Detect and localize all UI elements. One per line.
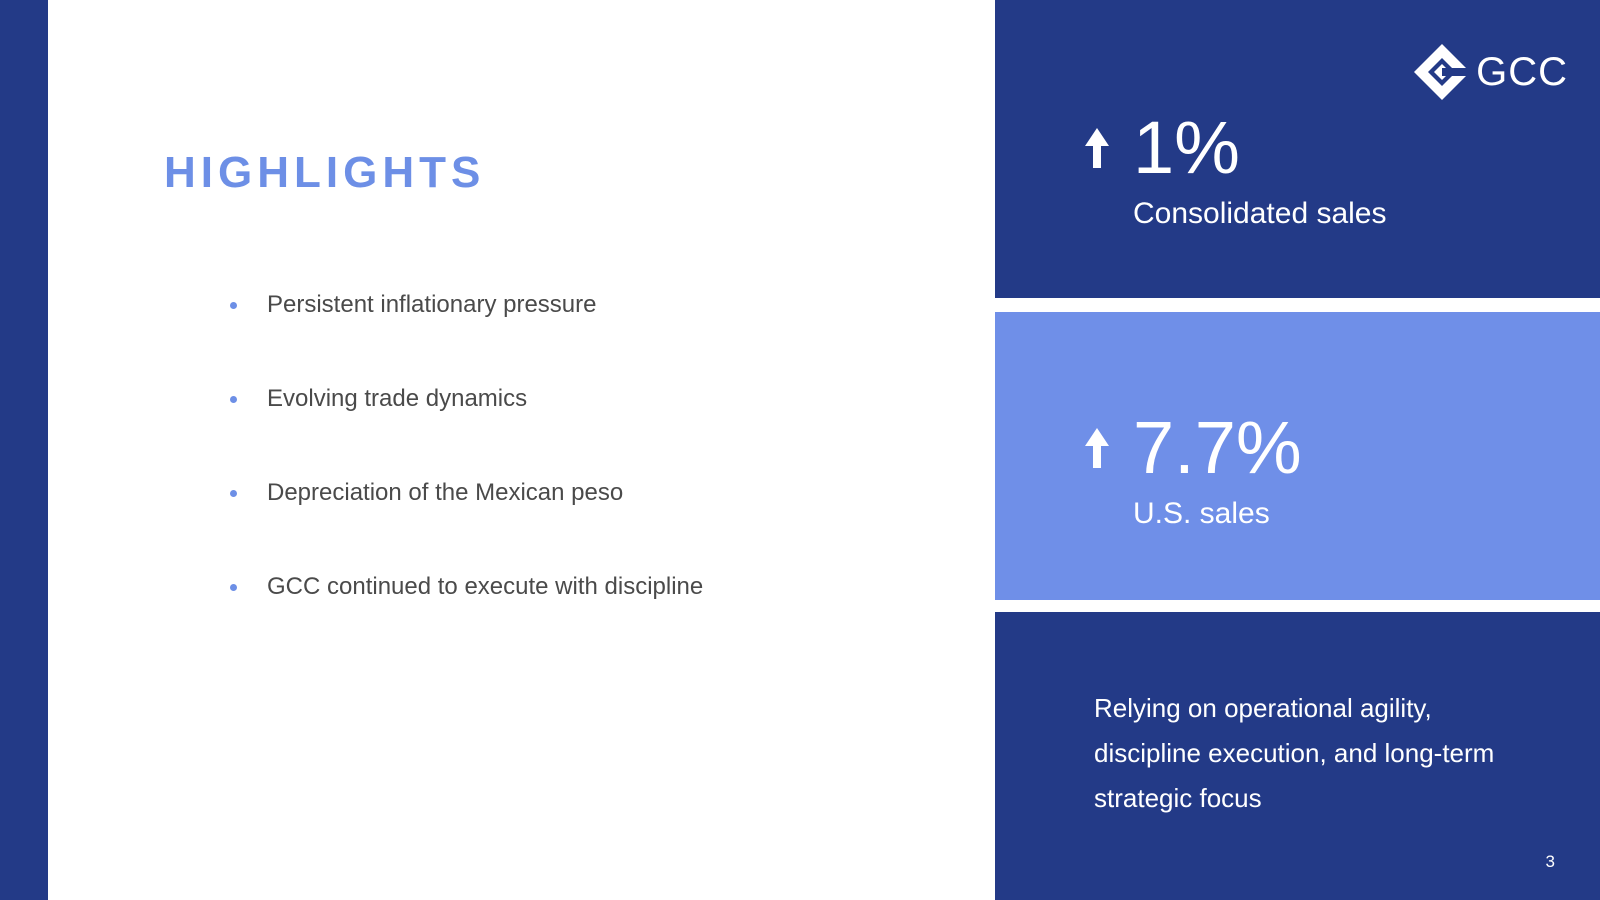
bullet-icon xyxy=(230,396,237,403)
stat-value: 7.7% xyxy=(1133,406,1302,489)
stat-consolidated-sales: 1% Consolidated sales xyxy=(1085,108,1387,232)
stat-label: Consolidated sales xyxy=(1133,197,1387,230)
bullet-icon xyxy=(230,584,237,591)
bullet-icon xyxy=(230,302,237,309)
list-item: Depreciation of the Mexican peso xyxy=(230,478,703,572)
bullet-icon xyxy=(230,490,237,497)
us-sales-panel: 7.7% U.S. sales xyxy=(995,312,1600,600)
consolidated-sales-panel: GCC 1% Consolidated sales xyxy=(995,0,1600,298)
bullet-text: GCC continued to execute with discipline xyxy=(267,573,704,600)
up-arrow-icon xyxy=(1085,428,1109,468)
slide-title: HIGHLIGHTS xyxy=(164,148,486,197)
bullet-text: Depreciation of the Mexican peso xyxy=(267,479,624,506)
page-number: 3 xyxy=(1545,852,1555,871)
up-arrow-icon xyxy=(1085,128,1109,168)
list-item: GCC continued to execute with discipline xyxy=(230,572,703,666)
strategy-quote: Relying on operational agility, discipli… xyxy=(1094,693,1495,813)
stat-us-sales: 7.7% U.S. sales xyxy=(1085,408,1302,532)
strategy-panel: Relying on operational agility, discipli… xyxy=(995,612,1600,900)
highlights-list: Persistent inflationary pressure Evolvin… xyxy=(230,290,703,666)
stat-label: U.S. sales xyxy=(1133,497,1270,530)
left-accent-bar xyxy=(0,0,48,900)
logo-text: GCC xyxy=(1476,50,1568,94)
gcc-logo-mark-icon xyxy=(1414,44,1473,100)
list-item: Persistent inflationary pressure xyxy=(230,290,703,384)
stat-value: 1% xyxy=(1133,106,1240,189)
gcc-logo: GCC xyxy=(1412,42,1568,102)
list-item: Evolving trade dynamics xyxy=(230,384,703,478)
bullet-text: Evolving trade dynamics xyxy=(267,385,528,412)
bullet-text: Persistent inflationary pressure xyxy=(267,291,597,318)
